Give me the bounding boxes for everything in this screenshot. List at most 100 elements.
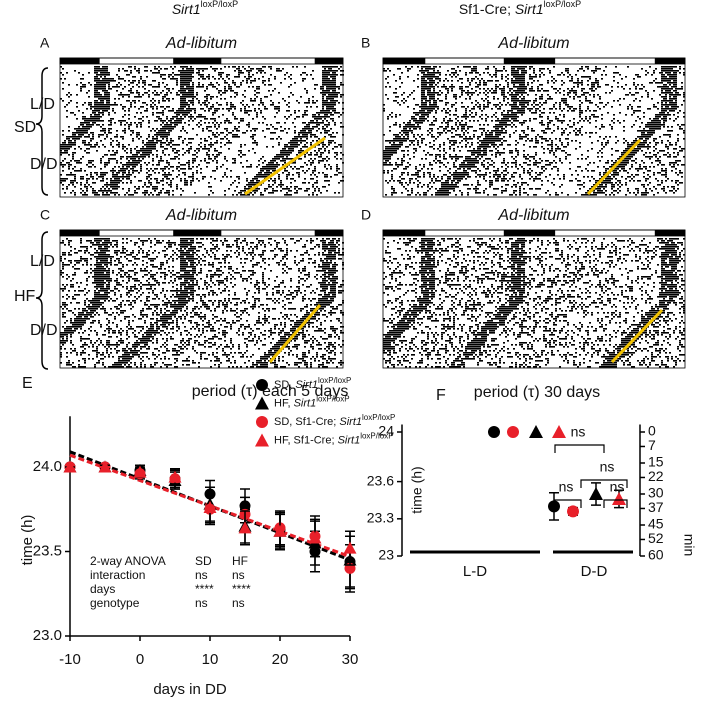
dark-bar — [60, 230, 100, 236]
y-axis-label: time (h) — [19, 515, 36, 566]
triangle-marker — [273, 524, 287, 537]
y2-tick-label: 0 — [648, 423, 656, 439]
anova-cell: interaction — [90, 568, 145, 582]
triangle-marker — [529, 425, 543, 438]
chart-title: period (τ) each 5 days — [192, 383, 349, 400]
period-fit-line — [586, 138, 642, 196]
panel-letter: B — [361, 35, 370, 51]
trend-line — [69, 450, 351, 562]
category-label: D-D — [581, 563, 608, 580]
y2-tick-label: 45 — [648, 516, 664, 532]
dark-bar — [173, 230, 222, 236]
circle-marker — [256, 379, 268, 391]
x-tick-label: 30 — [342, 651, 359, 668]
y2-tick-label: 30 — [648, 485, 664, 501]
panel-title: Ad-libitum — [165, 35, 237, 52]
significance-bracket — [554, 444, 605, 453]
y2-axis-label: min — [681, 534, 697, 557]
dark-bar — [383, 230, 426, 236]
panel-title: Ad-libitum — [165, 207, 237, 224]
column-header: Sirt1loxP/loxP — [172, 0, 238, 17]
triangle-marker — [612, 491, 626, 505]
legend-gene: Sirt1 — [339, 416, 362, 428]
anova-cell: ns — [232, 596, 245, 610]
triangle-marker — [255, 396, 269, 410]
circle-marker — [567, 505, 579, 518]
significance-label: ns — [610, 479, 625, 495]
circle-marker — [507, 426, 519, 438]
legend-gene: Sirt1 — [295, 379, 318, 391]
column-header: Sf1-Cre; Sirt1loxP/loxP — [459, 0, 581, 17]
anova-cell: ns — [195, 568, 208, 582]
dark-bar — [173, 58, 222, 64]
anova-cell: **** — [195, 582, 214, 596]
chart-title: period (τ) 30 days — [474, 384, 600, 401]
actogram-frame — [382, 57, 686, 198]
dark-bar — [503, 230, 556, 236]
triangle-marker — [168, 470, 182, 483]
anova-cell: **** — [232, 582, 251, 596]
row-label: L/D — [30, 96, 55, 113]
period-fit-line — [244, 136, 326, 196]
row-label: D/D — [30, 156, 58, 173]
triangle-marker — [255, 433, 269, 447]
circle-marker — [256, 416, 268, 428]
significance-label: ns — [571, 424, 586, 440]
anova-cell: ns — [195, 596, 208, 610]
y-tick-label: 24.0 — [33, 458, 62, 475]
legend-gene: Sirt1 — [294, 397, 317, 409]
row-label: L/D — [30, 253, 55, 270]
y2-tick-label: 60 — [648, 547, 664, 563]
x-tick-label: 10 — [202, 651, 219, 668]
legend-label: SD, Sirt1loxP/loxP — [274, 376, 351, 391]
triangle-marker — [98, 460, 112, 473]
y-tick-label: 24 — [378, 423, 394, 439]
actogram-activity — [383, 238, 685, 368]
legend-sup: loxP/loxP — [318, 376, 351, 385]
y-tick-label: 23 — [378, 547, 394, 563]
triangle-marker — [308, 531, 322, 544]
dark-bar — [503, 58, 556, 64]
y-tick-label: 23.3 — [367, 510, 394, 526]
y2-tick-label: 7 — [648, 437, 656, 453]
legend-label: HF, Sirt1loxP/loxP — [274, 395, 350, 410]
period-fit-line — [610, 308, 664, 364]
triangle-marker — [552, 425, 566, 438]
significance-bracket — [603, 499, 628, 508]
anova-cell: days — [90, 582, 115, 596]
actogram-frame — [59, 57, 344, 198]
dark-bar — [654, 230, 685, 236]
legend-prefix: HF, Sf1-Cre; — [274, 434, 338, 446]
panel-letter: C — [40, 207, 50, 223]
actogram-activity — [383, 66, 685, 196]
panel-letter: D — [361, 207, 371, 223]
y-tick-label: 23.6 — [367, 472, 394, 488]
legend-gene: Sirt1 — [338, 434, 361, 446]
legend-prefix: HF, — [274, 397, 294, 409]
anova-cell: SD — [195, 554, 212, 568]
y-tick-label: 23.5 — [33, 542, 62, 559]
row-label: HF — [14, 288, 36, 305]
gene: Sirt1 — [515, 1, 544, 17]
x-tick-label: -10 — [59, 651, 81, 668]
panel-letter: E — [22, 375, 33, 392]
brace — [35, 67, 49, 196]
circle-marker — [548, 500, 560, 513]
dark-bar — [60, 58, 100, 64]
triangle-marker — [133, 465, 147, 478]
actogram-frame — [382, 229, 686, 369]
period-fit-line — [268, 304, 322, 363]
superscript: loxP/loxP — [201, 0, 239, 9]
x-axis-label: days in DD — [153, 681, 227, 698]
legend-prefix: SD, — [274, 379, 295, 391]
circle-marker — [488, 426, 500, 438]
legend-sup: loxP/loxP — [360, 432, 393, 441]
significance-label: ns — [559, 479, 574, 495]
x-tick-label: 20 — [272, 651, 289, 668]
y-tick-label: 23.0 — [33, 627, 62, 644]
panel-letter: F — [436, 387, 446, 404]
significance-label: ns — [600, 459, 615, 475]
row-label: SD — [14, 119, 36, 136]
triangle-marker — [238, 521, 252, 534]
